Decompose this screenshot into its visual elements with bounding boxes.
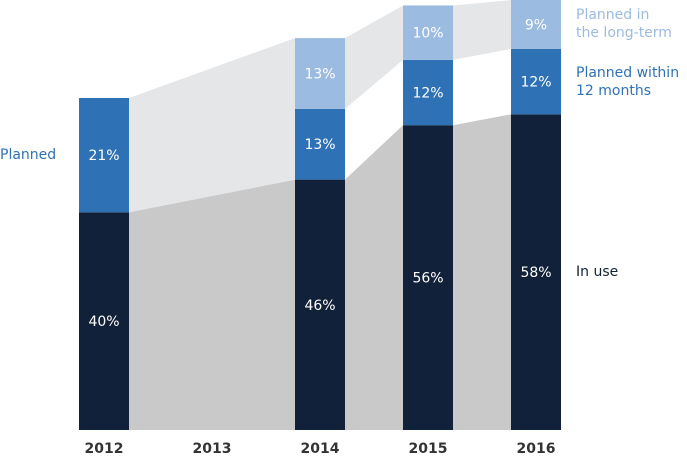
connector-band: [129, 38, 295, 213]
connector-band: [129, 179, 295, 430]
value-label: 10%: [412, 26, 443, 42]
connector-band: [345, 125, 403, 430]
value-label: 9%: [525, 17, 547, 33]
x-tick-label: 2015: [409, 441, 448, 457]
annotation: Planned: [0, 147, 57, 164]
connector-band: [453, 0, 511, 60]
bar-segment: [295, 179, 345, 430]
x-tick-label: 2014: [301, 441, 340, 457]
bar-segment: [403, 5, 453, 60]
value-label: 12%: [412, 86, 443, 102]
value-label: 21%: [88, 148, 119, 164]
value-label: 46%: [304, 298, 335, 314]
legend-label: Planned in the long-term: [576, 7, 672, 42]
value-label: 40%: [88, 314, 119, 330]
bar-segment: [511, 0, 561, 49]
x-tick-label: 2016: [517, 441, 556, 457]
value-label: 58%: [520, 265, 551, 281]
bar-segment: [511, 48, 561, 115]
bar-segment: [79, 97, 129, 213]
bar-segment: [295, 108, 345, 180]
bar-segment: [79, 212, 129, 430]
connector-band: [453, 114, 511, 430]
connector-band: [345, 5, 403, 109]
value-label: 13%: [304, 137, 335, 153]
value-label: 12%: [520, 75, 551, 91]
bar-segment: [295, 38, 345, 109]
value-label: 13%: [304, 66, 335, 82]
bar-segment: [403, 125, 453, 430]
bar-segment: [403, 59, 453, 126]
bar-segment: [511, 114, 561, 430]
legend-label: Planned within 12 months: [576, 64, 680, 99]
x-tick-label: 2012: [85, 441, 124, 457]
legend-label: In use: [576, 264, 619, 281]
x-tick-label: 2013: [193, 441, 232, 457]
value-label: 56%: [412, 271, 443, 287]
